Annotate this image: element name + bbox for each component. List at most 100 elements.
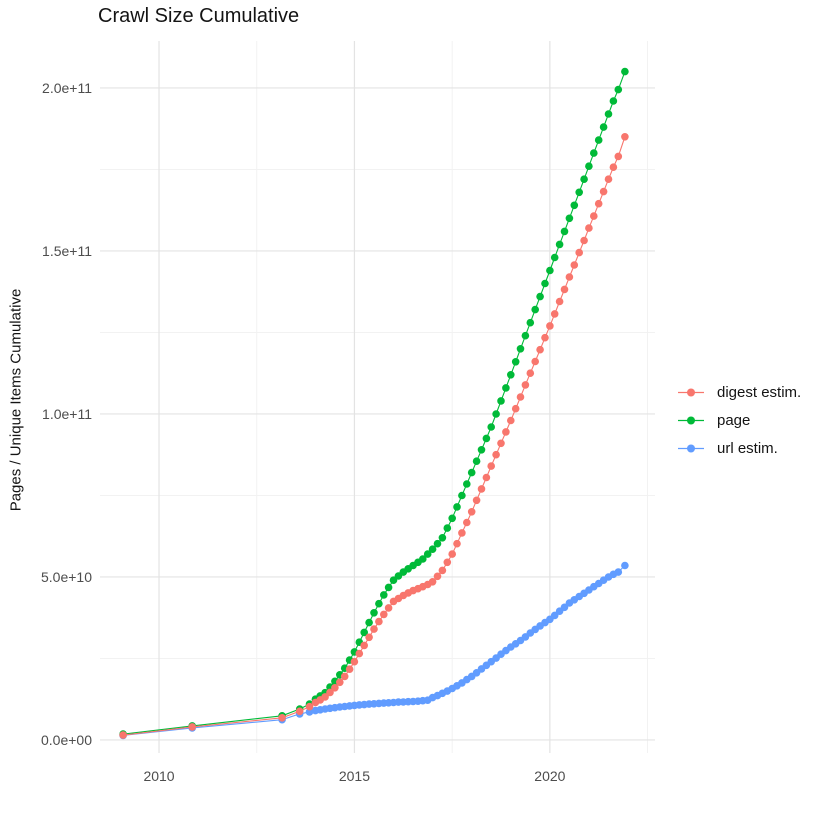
data-point (526, 369, 535, 378)
data-point (550, 310, 559, 318)
legend: digest estim. page url estim. (678, 383, 801, 458)
data-point (321, 693, 329, 701)
data-point (360, 641, 369, 650)
legend-item-digest-estim: digest estim. (678, 383, 801, 402)
data-point (355, 649, 364, 658)
data-point (365, 618, 373, 627)
data-point (560, 603, 569, 612)
y-axis-tick-label: 5.0e+10 (41, 569, 92, 585)
data-point (614, 85, 623, 94)
data-point (604, 175, 613, 183)
y-axis-tick-label: 0.0e+00 (41, 732, 92, 748)
data-point (428, 545, 437, 553)
data-point (487, 462, 496, 470)
data-point (345, 665, 354, 673)
data-point (507, 371, 515, 379)
data-point (546, 266, 554, 275)
legend-key-dot (687, 416, 695, 425)
data-point (594, 199, 603, 208)
data-point (560, 227, 569, 236)
data-point (380, 591, 388, 599)
data-point (492, 410, 500, 418)
data-point (609, 163, 618, 171)
legend-key-dot (687, 388, 695, 397)
data-point (295, 707, 304, 716)
data-point (467, 508, 476, 516)
data-point (507, 416, 515, 425)
data-point (516, 345, 525, 353)
data-point (448, 514, 457, 523)
data-point (188, 723, 196, 731)
data-point (609, 97, 618, 105)
data-point (375, 599, 383, 608)
data-point (565, 273, 574, 281)
data-point (526, 318, 535, 327)
data-point (511, 358, 520, 366)
data-point (472, 496, 481, 505)
legend-key-url-icon (678, 444, 704, 453)
data-point (599, 123, 608, 131)
y-axis-tick-label: 2.0e+11 (42, 80, 92, 96)
data-point (463, 480, 471, 488)
data-point (575, 248, 583, 257)
data-point (423, 550, 432, 558)
data-point (497, 397, 505, 405)
data-point (428, 578, 437, 586)
data-point (575, 188, 583, 197)
data-point (521, 381, 530, 389)
data-point (560, 285, 569, 294)
data-point (580, 175, 588, 183)
data-point (350, 657, 359, 666)
data-point (536, 345, 544, 354)
legend-key-page-icon (678, 416, 704, 425)
data-point (502, 428, 510, 436)
data-point (370, 609, 378, 617)
data-point (370, 625, 378, 633)
legend-key-digest-icon (678, 388, 704, 397)
data-point (555, 297, 564, 306)
legend-item-page: page (678, 411, 801, 430)
x-axis-tick-label: 2010 (143, 768, 174, 784)
data-point (305, 702, 314, 711)
data-point (278, 714, 286, 722)
data-point (384, 604, 393, 612)
legend-label: url estim. (717, 440, 778, 457)
data-point (585, 224, 593, 232)
data-point (375, 617, 383, 626)
gridlines-major (100, 41, 655, 753)
data-point (550, 253, 559, 262)
data-point (570, 261, 579, 269)
data-point (472, 457, 481, 466)
data-point (433, 572, 442, 581)
series-url-estim (119, 561, 629, 740)
series-digest-estim (119, 133, 629, 739)
data-point (570, 201, 579, 210)
y-axis-tick-label: 1.5e+11 (42, 243, 92, 259)
data-point (621, 561, 629, 570)
data-point (458, 491, 466, 500)
x-axis-tick-label: 2020 (534, 768, 565, 784)
data-point (419, 555, 427, 563)
data-point (487, 423, 496, 431)
data-point (438, 534, 447, 542)
data-point (604, 110, 613, 118)
data-point (438, 566, 447, 575)
data-point (477, 485, 486, 493)
data-point (365, 633, 373, 642)
series-page (119, 67, 629, 738)
data-point (331, 684, 339, 692)
legend-item-url-estim: url estim. (678, 439, 801, 458)
data-point (621, 133, 629, 141)
data-point (590, 149, 598, 157)
data-point (594, 136, 603, 144)
data-point (502, 384, 510, 392)
legend-label: page (717, 412, 751, 429)
data-point (590, 212, 598, 220)
data-point (614, 152, 623, 161)
data-point (360, 628, 369, 637)
data-point (433, 539, 442, 548)
data-point (458, 529, 466, 537)
gridlines-minor (100, 41, 655, 753)
